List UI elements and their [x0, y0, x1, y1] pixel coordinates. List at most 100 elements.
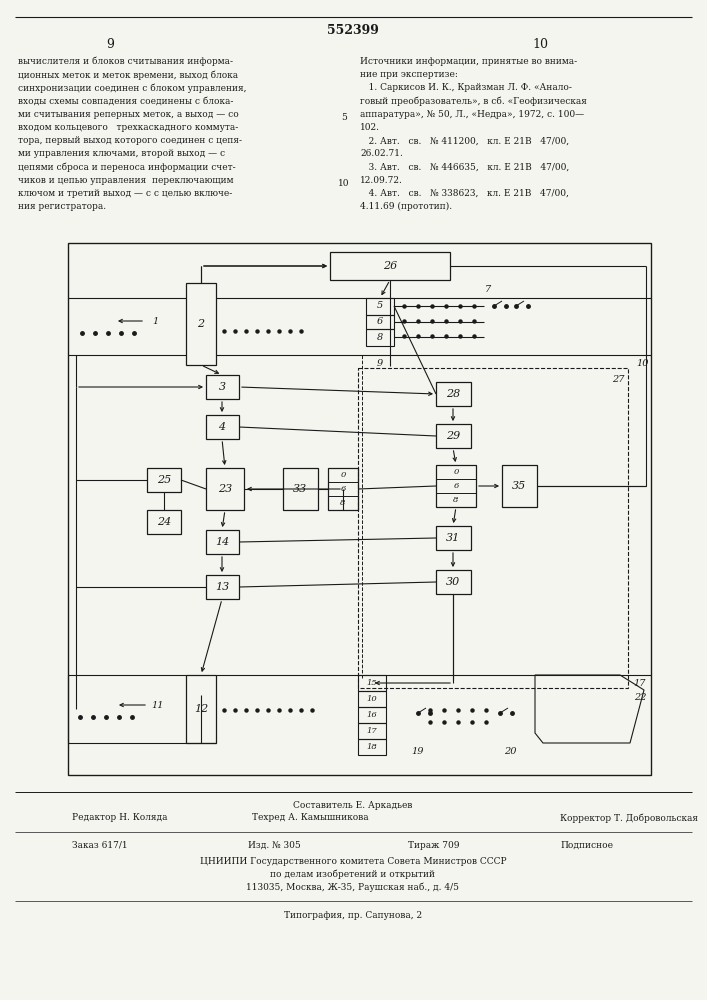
Bar	[206, 415, 239, 439]
Text: 19: 19	[411, 746, 424, 756]
Text: 4. Авт.   св.   № 338623,   кл. Е 21В   47/00,: 4. Авт. св. № 338623, кл. Е 21В 47/00,	[360, 189, 569, 198]
Text: Подписное: Подписное	[560, 840, 613, 850]
Text: 5: 5	[341, 113, 347, 122]
Text: ЦНИИПИ Государственного комитета Совета Министров СССР: ЦНИИПИ Государственного комитета Совета …	[199, 856, 506, 865]
Text: ключом и третий выход — с с целью включе-: ключом и третий выход — с с целью включе…	[18, 189, 233, 198]
Text: 26.02.71.: 26.02.71.	[360, 149, 403, 158]
Text: 35: 35	[512, 481, 526, 491]
Text: 12.09.72.: 12.09.72.	[360, 176, 403, 185]
Text: 6: 6	[340, 485, 346, 493]
Text: 8: 8	[453, 496, 459, 504]
Bar	[366, 315, 394, 329]
Text: 8: 8	[377, 332, 383, 342]
Bar	[358, 739, 386, 755]
Text: Редактор Н. Коляда: Редактор Н. Коляда	[72, 814, 168, 822]
Text: по делам изобретений и открытий: по делам изобретений и открытий	[271, 869, 436, 879]
Bar	[358, 707, 386, 723]
Text: чиков и цепью управления  переключающим: чиков и цепью управления переключающим	[18, 176, 233, 185]
Text: Заказ 617/1: Заказ 617/1	[72, 840, 128, 850]
Text: 33: 33	[293, 484, 307, 494]
Text: 0: 0	[453, 468, 459, 476]
Text: ми считывания реперных меток, а выход — со: ми считывания реперных меток, а выход — …	[18, 110, 239, 119]
Text: 13: 13	[215, 582, 229, 592]
Text: 10: 10	[367, 695, 378, 703]
Bar	[330, 252, 450, 280]
Text: 1: 1	[152, 316, 158, 326]
Bar	[436, 382, 471, 406]
Text: 28: 28	[446, 389, 460, 399]
Bar	[206, 530, 239, 554]
Text: синхронизации соединен с блоком управления,: синхронизации соединен с блоком управлен…	[18, 83, 247, 93]
Text: 12: 12	[194, 704, 208, 714]
Bar	[68, 243, 651, 775]
Text: Тираж 709: Тираж 709	[408, 840, 460, 850]
Text: входы схемы совпадения соединены с блока-: входы схемы совпадения соединены с блока…	[18, 97, 233, 106]
Bar	[358, 675, 386, 691]
Bar	[147, 510, 181, 534]
Bar	[502, 465, 537, 507]
Text: 102.: 102.	[360, 123, 380, 132]
Bar	[358, 368, 628, 688]
Text: говый преобразователь», в сб. «Геофизическая: говый преобразователь», в сб. «Геофизиче…	[360, 97, 587, 106]
Text: 5: 5	[377, 302, 383, 310]
Text: 17: 17	[367, 727, 378, 735]
Text: Типография, пр. Сапунова, 2: Типография, пр. Сапунова, 2	[284, 910, 422, 920]
Text: 3. Авт.   св.   № 446635,   кл. Е 21В   47/00,: 3. Авт. св. № 446635, кл. Е 21В 47/00,	[360, 163, 569, 172]
Text: Корректор Т. Добровольская: Корректор Т. Добровольская	[560, 813, 698, 823]
Text: 9: 9	[106, 37, 114, 50]
Bar	[206, 468, 244, 510]
Text: 8: 8	[340, 499, 346, 507]
Text: 10: 10	[532, 37, 548, 50]
Text: 20: 20	[504, 746, 516, 756]
Text: 31: 31	[446, 533, 460, 543]
Bar	[328, 468, 358, 510]
Bar	[436, 526, 471, 550]
Text: 24: 24	[157, 517, 171, 527]
Text: аппаратура», № 50, Л., «Недра», 1972, с. 100—: аппаратура», № 50, Л., «Недра», 1972, с.…	[360, 110, 584, 119]
Text: 6: 6	[453, 482, 459, 490]
Text: 4.11.69 (прототип).: 4.11.69 (прототип).	[360, 202, 452, 211]
Text: 26: 26	[383, 261, 397, 271]
Text: Составитель Е. Аркадьев: Составитель Е. Аркадьев	[293, 800, 413, 810]
Text: 22: 22	[633, 692, 646, 702]
Text: 10: 10	[637, 359, 649, 367]
Text: 113035, Москва, Ж-35, Раушская наб., д. 4/5: 113035, Москва, Ж-35, Раушская наб., д. …	[247, 882, 460, 892]
Bar	[206, 575, 239, 599]
Text: входом кольцевого   трехкаскадного коммута-: входом кольцевого трехкаскадного коммута…	[18, 123, 238, 132]
Text: 23: 23	[218, 484, 232, 494]
Bar	[206, 375, 239, 399]
Bar	[436, 465, 476, 507]
Text: 0: 0	[340, 471, 346, 479]
Text: 27: 27	[612, 375, 624, 384]
Bar	[366, 329, 394, 346]
Text: 30: 30	[446, 577, 460, 587]
Text: 16: 16	[367, 711, 378, 719]
Text: ми управления ключами, второй выход — с: ми управления ключами, второй выход — с	[18, 149, 225, 158]
Bar	[358, 723, 386, 739]
Bar	[283, 468, 318, 510]
Text: Источники информации, принятые во внима-: Источники информации, принятые во внима-	[360, 57, 577, 66]
Bar	[186, 675, 216, 743]
Text: Изд. № 305: Изд. № 305	[248, 840, 300, 850]
Text: 29: 29	[446, 431, 460, 441]
Text: 9: 9	[377, 359, 383, 367]
Text: 7: 7	[485, 286, 491, 294]
Text: 2. Авт.   св.   № 411200,   кл. Е 21В   47/00,: 2. Авт. св. № 411200, кл. Е 21В 47/00,	[360, 136, 569, 145]
Text: Техред А. Камышникова: Техред А. Камышникова	[252, 814, 368, 822]
Text: 1. Саркисов И. К., Крайзман Л. Ф. «Анало-: 1. Саркисов И. К., Крайзман Л. Ф. «Анало…	[360, 83, 572, 92]
Text: ние при экспертизе:: ние при экспертизе:	[360, 70, 458, 79]
Bar	[358, 691, 386, 707]
Text: 17: 17	[633, 678, 646, 688]
Bar	[366, 298, 394, 315]
Text: 15: 15	[367, 679, 378, 687]
Bar	[436, 424, 471, 448]
Text: 552399: 552399	[327, 23, 379, 36]
Text: 6: 6	[377, 318, 383, 326]
Text: цепями сброса и переноса информации счет-: цепями сброса и переноса информации счет…	[18, 163, 235, 172]
Bar	[147, 468, 181, 492]
Text: ционных меток и меток времени, выход блока: ционных меток и меток времени, выход бло…	[18, 70, 238, 80]
Text: 18: 18	[367, 743, 378, 751]
Text: 2: 2	[197, 319, 204, 329]
Text: 10: 10	[338, 179, 350, 188]
Text: тора, первый выход которого соединен с цепя-: тора, первый выход которого соединен с ц…	[18, 136, 242, 145]
